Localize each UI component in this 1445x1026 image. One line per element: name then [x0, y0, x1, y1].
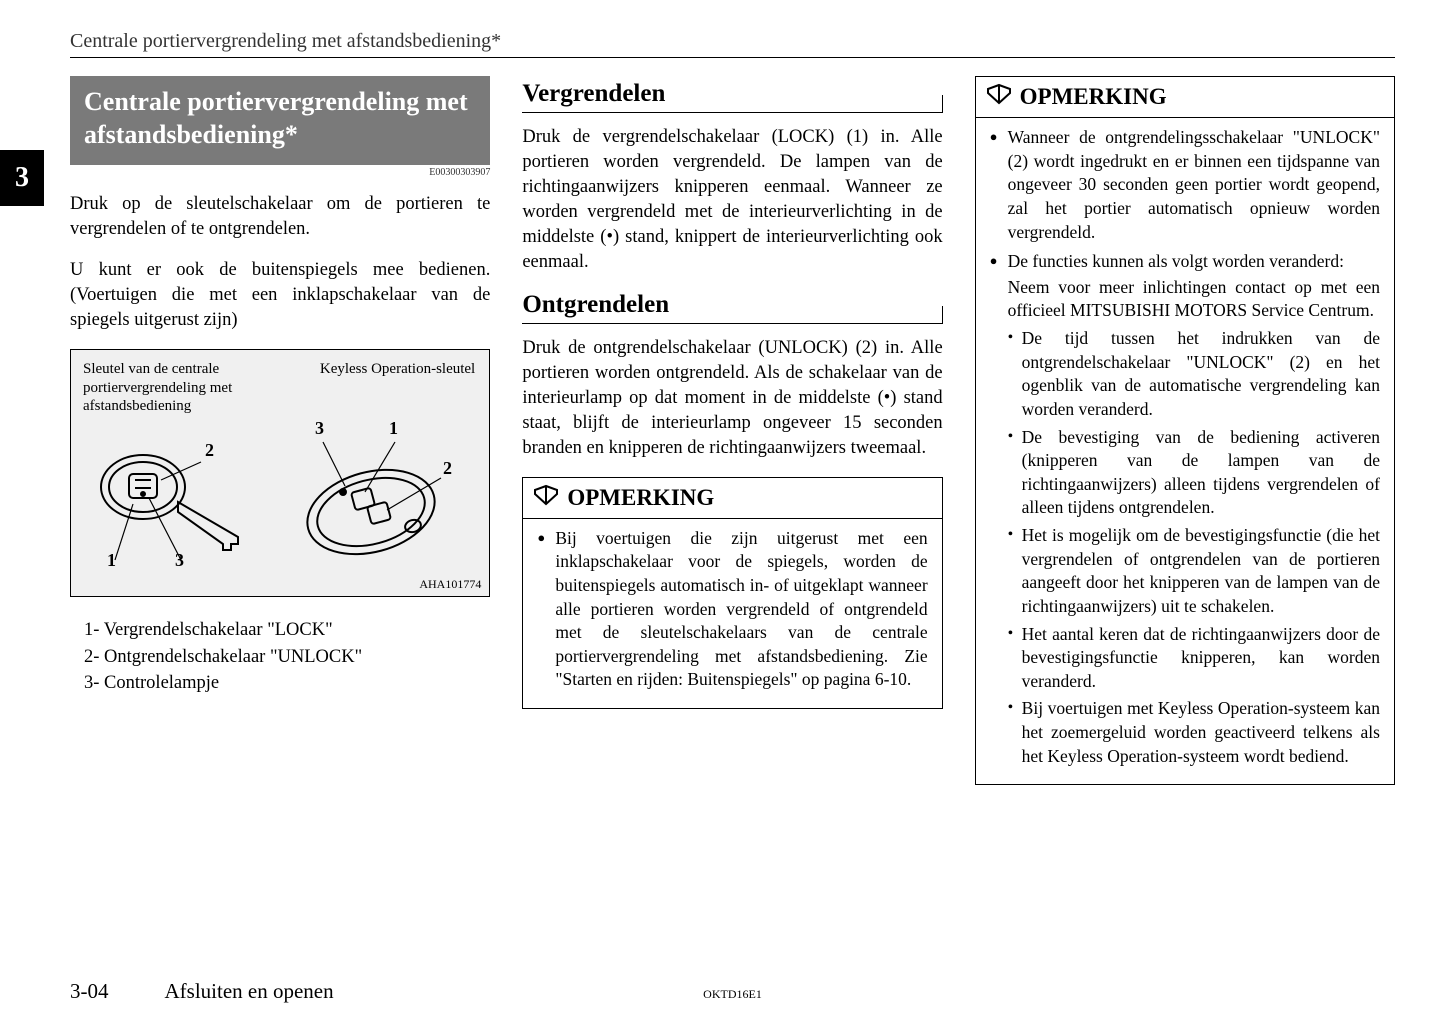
- note-icon: [986, 83, 1012, 111]
- note2-item-1: Wanneer de ontgrendelingsschakelaar "UNL…: [990, 126, 1380, 244]
- content-columns: Centrale portiervergrendeling met afstan…: [70, 76, 1395, 799]
- page-number: 3-04: [70, 979, 109, 1004]
- footer-code: OKTD16E1: [703, 987, 762, 1002]
- note2-sub-3: Het is mogelijk om de bevestigingsfuncti…: [1008, 524, 1380, 619]
- note-box-1: OPMERKING Bij voertuigen die zijn uitger…: [522, 477, 942, 709]
- column-2: Vergrendelen Druk de vergrendelschakelaa…: [522, 76, 942, 799]
- note2-item-2-extra: Neem voor meer inlichtingen contact op m…: [1008, 276, 1380, 323]
- lock-paragraph: Druk de vergrendelschakelaar (LOCK) (1) …: [522, 125, 942, 275]
- legend-item-3: 3- Controlelampje: [84, 670, 490, 697]
- footer-section-title: Afsluiten en openen: [165, 979, 334, 1004]
- note-box-2: OPMERKING Wanneer de ontgrendelingsschak…: [975, 76, 1395, 785]
- note-title-1: OPMERKING: [567, 485, 714, 511]
- callout-2-right: 2: [443, 458, 452, 479]
- note-title-2: OPMERKING: [1020, 84, 1167, 110]
- intro-paragraph-2: U kunt er ook de buitenspiegels mee bedi…: [70, 258, 490, 333]
- note2-item-2-text: De functies kunnen als volgt worden vera…: [1008, 251, 1344, 271]
- subheading-unlock: Ontgrendelen: [522, 291, 942, 324]
- legend-item-1: 1- Vergrendelschakelaar "LOCK": [84, 617, 490, 644]
- callout-2-left: 2: [205, 440, 214, 461]
- key-figure: Sleutel van de centrale portiervergrende…: [70, 349, 490, 597]
- note-item-1: Bij voertuigen die zijn uitgerust met ee…: [537, 527, 927, 692]
- figure-label-left: Sleutel van de centrale portiervergrende…: [83, 360, 280, 416]
- unlock-paragraph: Druk de ontgrendelschakelaar (UNLOCK) (2…: [522, 336, 942, 461]
- note2-sub-1: De tijd tussen het indrukken van de ontg…: [1008, 327, 1380, 422]
- note2-sub-4: Het aantal keren dat de richtingaanwijze…: [1008, 623, 1380, 694]
- callout-3-right: 3: [315, 418, 324, 439]
- legend-item-2: 2- Ontgrendelschakelaar "UNLOCK": [84, 644, 490, 671]
- note-icon: [533, 484, 559, 512]
- callout-3-left: 3: [175, 550, 184, 571]
- figure-label-right: Keyless Operation-sleutel: [320, 360, 477, 416]
- page-header: Centrale portiervergrendeling met afstan…: [70, 30, 1395, 58]
- column-1: Centrale portiervergrendeling met afstan…: [70, 76, 490, 799]
- column-3: OPMERKING Wanneer de ontgrendelingsschak…: [975, 76, 1395, 799]
- chapter-tab: 3: [0, 150, 44, 206]
- note-header-1: OPMERKING: [523, 478, 941, 519]
- figure-legend: 1- Vergrendelschakelaar "LOCK" 2- Ontgre…: [84, 617, 490, 697]
- note-body-2: Wanneer de ontgrendelingsschakelaar "UNL…: [976, 118, 1394, 784]
- figure-code: AHA101774: [419, 577, 481, 592]
- intro-paragraph-1: Druk op de sleutelschakelaar om de porti…: [70, 192, 490, 242]
- key-right-svg: [283, 434, 463, 574]
- note2-sub-2: De bevestiging van de bediening activere…: [1008, 426, 1380, 521]
- note-header-2: OPMERKING: [976, 77, 1394, 118]
- page-footer: 3-04 Afsluiten en openen OKTD16E1: [70, 979, 1395, 1004]
- subheading-lock: Vergrendelen: [522, 80, 942, 113]
- note2-item-2: De functies kunnen als volgt worden vera…: [990, 250, 1380, 768]
- figure-artwork: 1 3 2 3: [83, 422, 477, 582]
- note-body-1: Bij voertuigen die zijn uitgerust met ee…: [523, 519, 941, 708]
- callout-1-left: 1: [107, 550, 116, 571]
- note2-sub-5: Bij voertuigen met Keyless Operation-sys…: [1008, 697, 1380, 768]
- document-code: E00300303907: [70, 167, 490, 178]
- section-title: Centrale portiervergrendeling met afstan…: [70, 76, 490, 165]
- callout-1-right: 1: [389, 418, 398, 439]
